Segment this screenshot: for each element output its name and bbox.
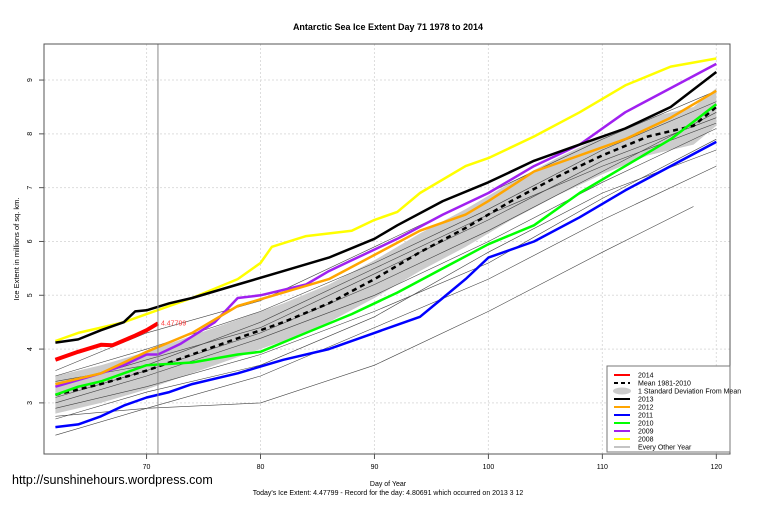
y-tick-label: 4 xyxy=(27,347,34,351)
other-year-line xyxy=(55,117,717,387)
y-axis-label: Ice Extent in millions of sq. km. xyxy=(12,198,21,301)
other-year-line xyxy=(55,138,717,409)
x-axis-label: Day of Year xyxy=(370,481,407,488)
other-year-line xyxy=(55,101,717,377)
y-tick-label: 7 xyxy=(27,186,34,190)
x-tick-label: 90 xyxy=(371,464,379,471)
y-tick-label: 8 xyxy=(27,132,34,136)
x-tick-label: 120 xyxy=(710,464,722,471)
series-2008 xyxy=(54,57,717,343)
legend-box xyxy=(606,365,731,453)
series-2009 xyxy=(55,62,717,388)
x-tick-label: 100 xyxy=(483,464,495,471)
legend-key-sd xyxy=(613,387,631,395)
legend-label: 2011 xyxy=(638,413,653,420)
x-tick-label: 80 xyxy=(257,464,265,471)
x-tick-label: 110 xyxy=(597,464,608,471)
y-tick-label: 3 xyxy=(27,401,34,405)
y-tick-label: 6 xyxy=(27,239,34,243)
series-2011 xyxy=(55,140,717,429)
other-year-line xyxy=(55,149,717,420)
mean-line xyxy=(55,106,718,397)
legend-label: 2009 xyxy=(638,429,654,436)
y-tick-label: 5 xyxy=(27,293,34,297)
watermark-url: http://sunshinehours.wordpress.com xyxy=(12,473,213,487)
current-value-label: 4.47799 xyxy=(161,320,186,327)
legend-label: 2013 xyxy=(638,397,654,404)
legend-label: 2008 xyxy=(638,437,654,444)
legend-label: Every Other Year xyxy=(638,445,692,452)
legend-label: 2014 xyxy=(638,373,654,380)
other-year-line xyxy=(55,128,717,404)
footer-text: Today's Ice Extent: 4.47799 - Record for… xyxy=(253,490,524,497)
series-2010 xyxy=(54,103,718,396)
legend-label: Mean 1981-2010 xyxy=(638,381,691,388)
series-2012 xyxy=(55,89,717,386)
y-tick-label: 9 xyxy=(27,78,34,82)
legend-label: 2010 xyxy=(638,421,654,428)
legend-label: 2012 xyxy=(638,405,654,412)
other-year-line xyxy=(55,90,717,371)
chart-title: Antarctic Sea Ice Extent Day 71 1978 to … xyxy=(293,22,483,32)
legend-label: 1 Standard Deviation From Mean xyxy=(638,389,741,396)
series-2014 xyxy=(54,321,160,362)
series-2013 xyxy=(55,71,718,344)
x-tick-label: 70 xyxy=(143,464,151,471)
plot-frame xyxy=(43,43,731,455)
std-dev-band xyxy=(55,88,717,414)
other-year-line xyxy=(55,206,694,417)
